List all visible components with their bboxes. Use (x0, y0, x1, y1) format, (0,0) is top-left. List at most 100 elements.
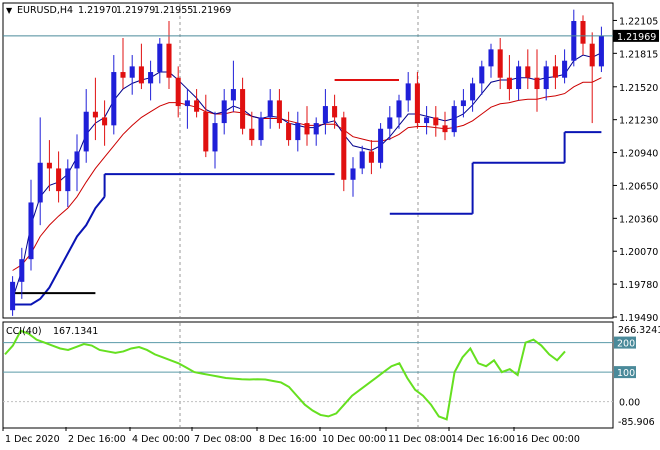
candle-body (10, 281, 16, 311)
candle-body (111, 72, 117, 126)
price-label: 1.20360 (619, 214, 658, 225)
candle-body (598, 35, 604, 67)
candle-body (368, 151, 374, 163)
candle-body (589, 43, 595, 67)
ohlc-low: 1.21955 (154, 5, 193, 16)
candle-body (267, 100, 273, 118)
candle-body (571, 21, 577, 61)
time-label: 11 Dec 08:00 (388, 434, 452, 445)
candle-body (359, 151, 365, 169)
cci-level-tag (614, 336, 636, 349)
candle-body (276, 100, 282, 124)
candle-body (203, 111, 209, 152)
cci-level-label: 200 (617, 339, 635, 350)
candle-body (83, 111, 89, 152)
candle-body (138, 66, 144, 84)
candle-body (580, 21, 586, 44)
time-label: 16 Dec 00:00 (516, 434, 580, 445)
candle-body (102, 117, 108, 126)
current-price-value: 1.21969 (617, 32, 656, 43)
candle-body (28, 202, 34, 260)
candle-body (37, 162, 43, 203)
candle-body (295, 123, 301, 141)
candle-body (240, 89, 246, 129)
candle-body (157, 43, 163, 73)
cci-line (4, 329, 566, 421)
cci-panel[interactable] (2, 321, 614, 429)
candle-body (313, 123, 319, 135)
candle-body (65, 168, 71, 192)
candle-body (442, 125, 448, 133)
candle-body (405, 83, 411, 101)
current-price-tag (613, 29, 659, 42)
time-axis: 1 Dec 2020 2 Dec 16:00 4 Dec 00:00 7 Dec 08… (2, 427, 580, 445)
candle-body (212, 123, 218, 152)
candle-body (424, 117, 430, 124)
price-axis: 1.22105 1.21815 1.21520 1.21230 1.20940 1.206… (613, 16, 658, 324)
candle-body (525, 66, 531, 78)
price-label: 1.21230 (619, 116, 658, 127)
price-label: 1.19780 (619, 280, 658, 291)
grid-lines (3, 4, 613, 427)
symbol-label: EURUSD,H4 (17, 5, 73, 16)
ohlc-open: 1.21970 (78, 5, 117, 16)
candle-body (534, 77, 540, 90)
candle-body (497, 49, 503, 78)
time-label: 1 Dec 2020 (5, 434, 60, 445)
candle-body (129, 66, 135, 78)
candle-body (148, 72, 154, 84)
candle-body (120, 72, 126, 78)
fast-moving-average (12, 52, 602, 300)
candle-body (506, 77, 512, 90)
dropdown-arrow-icon[interactable]: ▼ (6, 6, 13, 15)
price-panel[interactable] (2, 2, 614, 319)
candle-body (74, 151, 80, 169)
candle-body (92, 111, 98, 118)
time-label: 8 Dec 16:00 (259, 434, 317, 445)
candle-body (249, 128, 255, 141)
cci-name: CCI(40) (6, 326, 42, 337)
price-label: 1.22105 (619, 16, 658, 27)
cci-level-label: 0.00 (619, 398, 640, 409)
cci-axis: 200 100 0.00 (614, 336, 640, 409)
candle-body (387, 117, 393, 129)
ohlc-close: 1.21969 (192, 5, 231, 16)
candle-body (221, 100, 227, 124)
candle-body (552, 66, 558, 78)
candle-body (194, 100, 200, 112)
time-label: 10 Dec 00:00 (322, 434, 386, 445)
candle-body (230, 89, 236, 101)
candle-body (184, 100, 190, 107)
candle-body (433, 117, 439, 126)
candlesticks (10, 9, 604, 316)
time-label: 2 Dec 16:00 (68, 434, 126, 445)
cci-level-tag (614, 366, 636, 379)
price-label: 1.20650 (619, 181, 658, 192)
candle-body (562, 60, 568, 78)
candle-body (460, 100, 466, 107)
trailing-stop-segment (12, 196, 106, 306)
cci-max-label: 266.3241 (618, 325, 660, 336)
candle-body (488, 49, 494, 67)
cci-level-label: 100 (617, 368, 635, 379)
price-label: 1.19490 (619, 313, 658, 324)
candle-body (396, 100, 402, 118)
candle-body (332, 106, 338, 118)
candle-body (378, 128, 384, 163)
level-lines (12, 78, 399, 295)
moving-averages (12, 52, 602, 300)
price-label: 1.20940 (619, 149, 658, 160)
price-label: 1.21520 (619, 83, 658, 94)
candle-body (46, 162, 52, 169)
candle-body (350, 168, 356, 180)
candle-body (341, 117, 347, 180)
time-label: 7 Dec 08:00 (194, 434, 252, 445)
candle-body (56, 168, 62, 192)
trailing-stop-lines (12, 131, 602, 306)
cci-polyline (4, 329, 566, 421)
time-label: 4 Dec 00:00 (132, 434, 190, 445)
cci-value: 167.1341 (53, 326, 98, 337)
candle-body (286, 123, 292, 141)
price-label: 1.20070 (619, 247, 658, 258)
